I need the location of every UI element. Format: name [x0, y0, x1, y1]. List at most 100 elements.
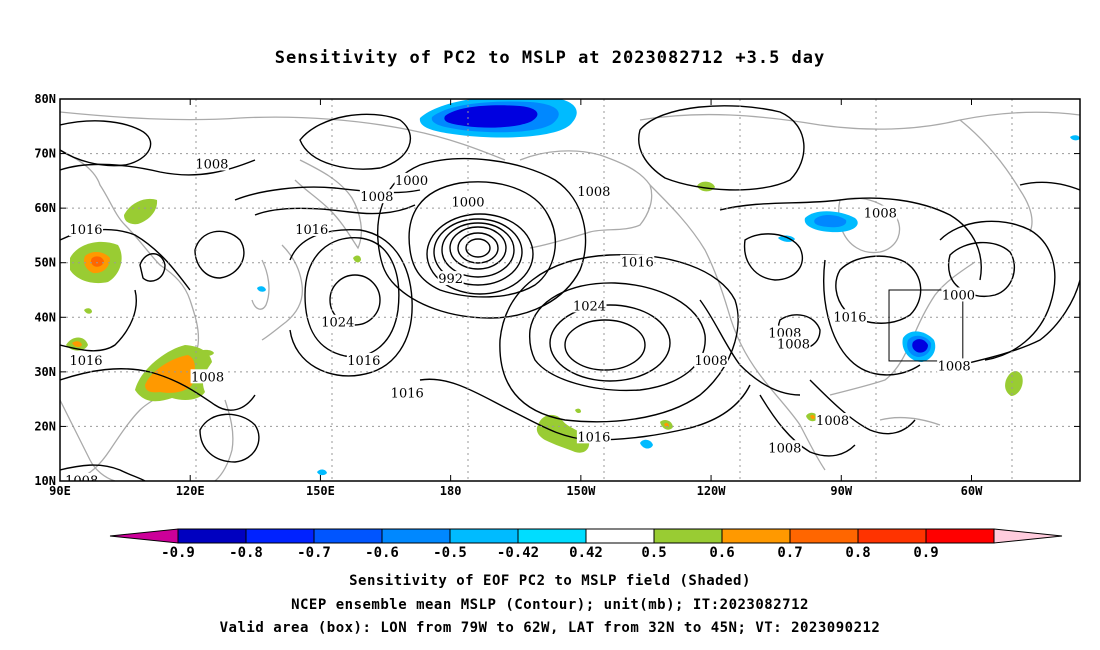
colorbar-box: [517, 528, 587, 544]
shade-pos-mexico-core: [810, 414, 815, 420]
contour-label: 1008: [816, 414, 849, 429]
lat-label: 80N: [34, 92, 56, 106]
shade-pos-atlantic: [1005, 371, 1023, 396]
contour-low-ring: [449, 226, 507, 270]
coastline-japan: [261, 244, 304, 341]
contour-label-bg: [620, 254, 655, 269]
contour-1008-atl3: [1019, 181, 1080, 191]
shade-neg-useast-core: [912, 339, 928, 353]
contour-label-bg: [576, 183, 611, 198]
shade-pos-small2: [353, 255, 361, 263]
contour-arctic-2: [638, 105, 805, 191]
contour-label: 1008: [65, 474, 98, 489]
lat-label: 40N: [34, 310, 56, 324]
contour-label: 1008: [577, 185, 610, 200]
contour-label: 1016: [347, 354, 380, 369]
shade-neg-small4: [317, 469, 327, 476]
colorbar-box: [653, 528, 723, 544]
contour-label: 1000: [451, 196, 484, 211]
longitude-labels: 90E 120E 150E 180 150W 120W 90W 60W: [49, 484, 983, 498]
contour-low-ring: [465, 238, 491, 258]
colorbar-label: -0.42: [497, 545, 539, 561]
contour-1000-atl: [947, 241, 1015, 297]
contour-label-bg: [694, 352, 729, 367]
contour-1008-india: [60, 464, 146, 481]
contour-label-bg: [390, 385, 425, 400]
shade-pos-yukon: [697, 181, 715, 192]
colorbar-label: 0.8: [845, 545, 870, 561]
contour-label: 1016: [391, 387, 424, 402]
contour-low-ring: [457, 232, 499, 264]
shade-neg-small3: [640, 439, 653, 449]
contour-misc-1: [194, 230, 245, 279]
gridlines: [60, 99, 1080, 481]
lon-label: 120W: [697, 484, 727, 498]
contour-1008-aleutian: [377, 157, 587, 319]
lat-label: 10N: [34, 474, 56, 488]
contour-low-ring: [426, 213, 534, 295]
contour-1000-aleutian: [408, 181, 556, 298]
contour-label-bg: [437, 271, 464, 286]
contour-label-bg: [941, 287, 976, 302]
shade-pos-west-core: [72, 341, 82, 348]
lon-label: 150E: [306, 484, 335, 498]
contour-misc-2: [139, 253, 166, 282]
lat-label: 20N: [34, 419, 56, 433]
contour-label-bg: [832, 309, 867, 324]
contour-label: 1000: [395, 174, 428, 189]
shade-pos-small1: [84, 308, 92, 314]
colorbar: [109, 528, 1063, 544]
coastline-india: [60, 399, 116, 481]
contour-label: 1016: [577, 430, 610, 445]
valid-area-box: [888, 289, 964, 362]
lon-label: 180: [440, 484, 462, 498]
contour-label-bg: [767, 325, 802, 340]
map-title: Sensitivity of PC2 to MSLP at 2023082712…: [274, 48, 826, 68]
contour-label-bg: [320, 314, 355, 329]
shade-neg-small2: [257, 286, 266, 292]
contour-label: 992: [438, 272, 463, 287]
contour-label: 1008: [864, 207, 897, 222]
lon-label: 120E: [176, 484, 205, 498]
colorbar-box: [313, 528, 383, 544]
colorbar-box: [585, 528, 655, 544]
contour-label-bg: [69, 221, 104, 236]
contour-label: 1024: [321, 316, 354, 331]
lon-label: 90W: [830, 484, 852, 498]
contour-label: 1000: [942, 288, 975, 303]
colorbar-box: [177, 528, 247, 544]
contour-label-bg: [394, 172, 429, 187]
lat-label: 50N: [34, 256, 56, 270]
contour-misc-3: [199, 413, 260, 463]
colorbar-box: [721, 528, 791, 544]
coastline-korea: [251, 259, 270, 310]
shade-pos-mongolia: [124, 198, 158, 225]
plot-frame: [59, 98, 1081, 482]
coastline-caribbean: [879, 416, 941, 426]
contour-1016-wp-outer: [289, 228, 413, 377]
colorbar-box: [857, 528, 927, 544]
colorbar-box: [925, 528, 995, 544]
contour-label-bg: [64, 473, 99, 481]
shade-pos-china-small: [198, 349, 214, 356]
contour-label-bg: [863, 205, 898, 220]
contour-1016-high: [499, 253, 739, 423]
shade-neg-arctic-core: [444, 105, 538, 128]
contour-low-ring: [441, 222, 515, 278]
contour-1008-okhotsk: [254, 204, 416, 216]
contour-1008-na: [719, 197, 982, 281]
shade-neg-small5: [1070, 135, 1080, 141]
colorbar-label: 0.9: [913, 545, 938, 561]
lon-label: 150W: [566, 484, 596, 498]
contour-1008-atl: [939, 220, 1056, 361]
contour-low-ring: [433, 218, 523, 286]
contour-1008-mex: [759, 394, 856, 457]
contour-1024-wp: [329, 274, 381, 326]
colorbar-labels: -0.9 -0.8 -0.7 -0.6 -0.5 -0.42 0.42 0.5 0.6 0.7 0.…: [161, 545, 939, 561]
colorbar-label: -0.6: [365, 545, 399, 561]
coastline-philippines: [214, 399, 234, 481]
contour-label: 1016: [621, 256, 654, 271]
shade-pos-pacific-small: [575, 408, 581, 414]
contour-label-bg: [346, 352, 381, 367]
caption-line-1: Sensitivity of EOF PC2 to MSLP field (Sh…: [349, 573, 751, 589]
